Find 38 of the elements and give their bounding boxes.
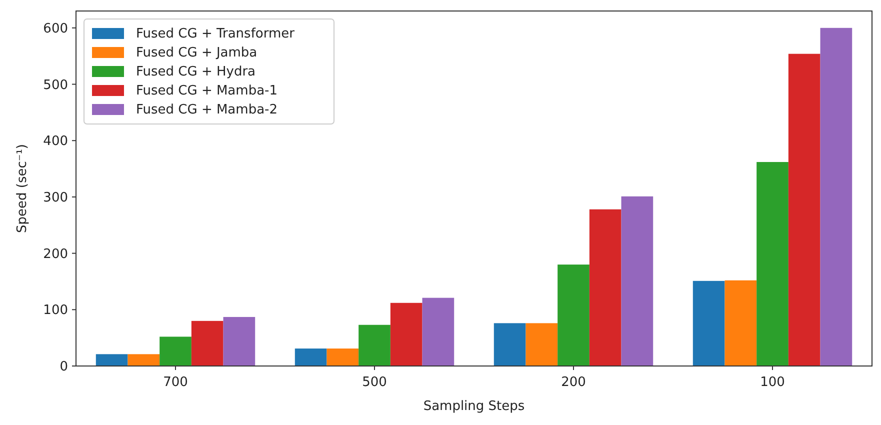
y-tick-label: 500 [43,78,68,93]
bar [294,348,327,366]
y-tick-label: 400 [43,134,68,150]
bar [326,348,359,366]
bar [788,54,820,366]
legend-label: Fused CG + Jamba [136,46,258,61]
bar [422,298,454,366]
bar [223,316,256,366]
y-tick-label: 200 [43,246,68,262]
bar [589,209,622,366]
bar [494,323,526,366]
y-axis-title: Speed (sec⁻¹) [15,144,30,234]
x-tick-label: 200 [561,375,586,390]
bar [724,280,757,366]
bar [160,336,192,366]
x-tick-label: 700 [163,375,188,390]
y-tick-label: 0 [60,360,68,375]
bar [558,264,590,366]
x-axis-title: Sampling Steps [423,399,525,414]
y-tick-label: 100 [43,303,68,318]
bar [128,354,160,366]
y-tick-label: 600 [43,21,68,36]
y-tick-label: 300 [43,190,68,206]
bar [358,324,390,366]
bar [621,196,654,366]
bar [191,320,224,366]
x-tick-label: 100 [760,375,785,390]
legend-label: Fused CG + Hydra [136,64,256,80]
bar [692,280,725,366]
legend-label: Fused CG + Mamba-2 [136,102,278,118]
bar [96,354,128,366]
bar [756,162,788,366]
bar [526,323,558,366]
bar [390,302,422,366]
bar [820,28,852,366]
legend-label: Fused CG + Mamba-1 [136,84,278,99]
legend-label: Fused CG + Transformer [136,26,296,42]
x-tick-label: 500 [362,375,387,390]
